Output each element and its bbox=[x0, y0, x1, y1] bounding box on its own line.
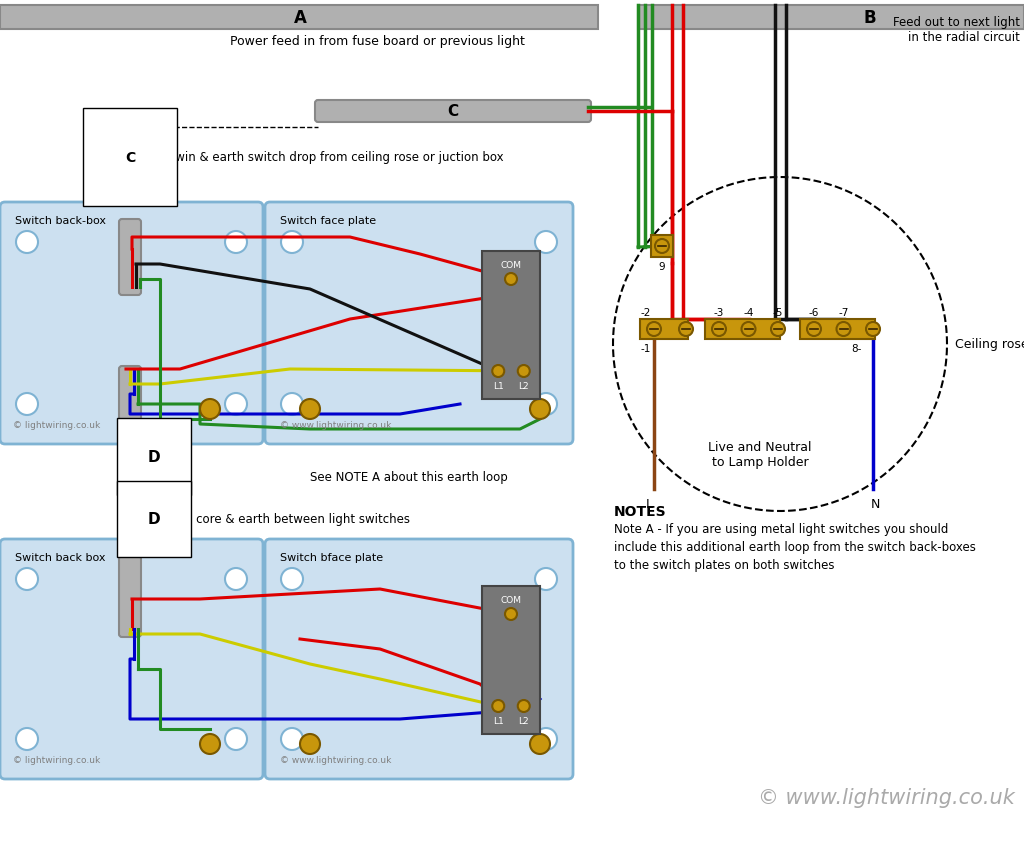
Text: Switch back box: Switch back box bbox=[15, 552, 105, 562]
Circle shape bbox=[837, 322, 851, 337]
Text: -5: -5 bbox=[773, 307, 783, 317]
Circle shape bbox=[300, 734, 321, 754]
Circle shape bbox=[225, 568, 247, 590]
Text: -1: -1 bbox=[641, 344, 651, 354]
Circle shape bbox=[16, 232, 38, 254]
FancyBboxPatch shape bbox=[119, 436, 141, 473]
Circle shape bbox=[712, 322, 726, 337]
Text: See NOTE A about this earth loop: See NOTE A about this earth loop bbox=[310, 471, 508, 484]
Text: -3: -3 bbox=[714, 307, 724, 317]
Bar bbox=[651, 235, 673, 257]
FancyBboxPatch shape bbox=[119, 366, 141, 442]
FancyBboxPatch shape bbox=[0, 203, 263, 445]
Text: © www.lightwiring.co.uk: © www.lightwiring.co.uk bbox=[758, 787, 1015, 807]
Circle shape bbox=[530, 734, 550, 754]
FancyBboxPatch shape bbox=[638, 6, 1024, 30]
Circle shape bbox=[200, 399, 220, 419]
Circle shape bbox=[655, 240, 669, 254]
Text: © www.lightwiring.co.uk: © www.lightwiring.co.uk bbox=[280, 755, 391, 764]
Text: Switch bface plate: Switch bface plate bbox=[280, 552, 383, 562]
Text: COM: COM bbox=[501, 261, 521, 270]
Circle shape bbox=[535, 728, 557, 750]
Text: -7: -7 bbox=[839, 307, 849, 317]
Text: © lightwiring.co.uk: © lightwiring.co.uk bbox=[13, 755, 100, 764]
Circle shape bbox=[16, 393, 38, 415]
Text: Power feed in from fuse board or previous light: Power feed in from fuse board or previou… bbox=[230, 35, 525, 48]
Text: Note A - If you are using metal light switches you should
include this additiona: Note A - If you are using metal light sw… bbox=[614, 522, 976, 571]
Text: L1: L1 bbox=[493, 717, 504, 725]
Circle shape bbox=[535, 232, 557, 254]
Circle shape bbox=[493, 365, 504, 377]
Text: COM: COM bbox=[501, 595, 521, 604]
Circle shape bbox=[741, 322, 756, 337]
Circle shape bbox=[505, 609, 517, 620]
Text: 8-: 8- bbox=[852, 344, 862, 354]
Circle shape bbox=[505, 273, 517, 285]
FancyBboxPatch shape bbox=[0, 539, 263, 779]
FancyBboxPatch shape bbox=[265, 539, 573, 779]
Text: A: A bbox=[294, 9, 306, 27]
FancyBboxPatch shape bbox=[0, 6, 598, 30]
Bar bbox=[482, 252, 540, 399]
Circle shape bbox=[771, 322, 785, 337]
Text: L1: L1 bbox=[493, 381, 504, 391]
Circle shape bbox=[679, 322, 693, 337]
Text: Twin & earth switch drop from ceiling rose or juction box: Twin & earth switch drop from ceiling ro… bbox=[170, 151, 504, 165]
Circle shape bbox=[866, 322, 880, 337]
Text: D: D bbox=[148, 450, 161, 464]
Text: 3 core & earth between light switches: 3 core & earth between light switches bbox=[185, 513, 410, 526]
Circle shape bbox=[518, 365, 529, 377]
Bar bbox=[640, 320, 688, 339]
Text: © lightwiring.co.uk: © lightwiring.co.uk bbox=[13, 420, 100, 430]
FancyBboxPatch shape bbox=[119, 556, 141, 637]
Text: NOTES: NOTES bbox=[614, 505, 667, 518]
Text: Live and Neutral
to Lamp Holder: Live and Neutral to Lamp Holder bbox=[709, 441, 812, 468]
Text: -4: -4 bbox=[743, 307, 754, 317]
Circle shape bbox=[493, 701, 504, 712]
Circle shape bbox=[16, 728, 38, 750]
Circle shape bbox=[225, 728, 247, 750]
Circle shape bbox=[535, 393, 557, 415]
Bar bbox=[482, 587, 540, 734]
Text: N: N bbox=[870, 497, 880, 511]
Text: Switch back-box: Switch back-box bbox=[15, 216, 106, 225]
FancyBboxPatch shape bbox=[315, 101, 591, 123]
Circle shape bbox=[300, 399, 321, 419]
Circle shape bbox=[281, 232, 303, 254]
Text: L2: L2 bbox=[518, 717, 529, 725]
Text: L2: L2 bbox=[518, 381, 529, 391]
Circle shape bbox=[225, 393, 247, 415]
Circle shape bbox=[535, 568, 557, 590]
Text: C: C bbox=[125, 151, 135, 165]
Text: © www.lightwiring.co.uk: © www.lightwiring.co.uk bbox=[280, 420, 391, 430]
Text: 9: 9 bbox=[658, 262, 666, 272]
Text: Feed out to next light
in the radial circuit: Feed out to next light in the radial cir… bbox=[893, 16, 1020, 44]
Text: D: D bbox=[148, 512, 161, 527]
Text: L: L bbox=[645, 497, 652, 511]
Bar bbox=[800, 320, 874, 339]
Text: -6: -6 bbox=[809, 307, 819, 317]
Circle shape bbox=[281, 393, 303, 415]
Text: -2: -2 bbox=[641, 307, 651, 317]
Circle shape bbox=[647, 322, 662, 337]
Circle shape bbox=[200, 734, 220, 754]
Circle shape bbox=[530, 399, 550, 419]
Circle shape bbox=[281, 728, 303, 750]
Text: B: B bbox=[863, 9, 877, 27]
FancyBboxPatch shape bbox=[265, 203, 573, 445]
Circle shape bbox=[281, 568, 303, 590]
Circle shape bbox=[225, 232, 247, 254]
Text: Switch face plate: Switch face plate bbox=[280, 216, 376, 225]
Circle shape bbox=[807, 322, 821, 337]
Text: C: C bbox=[447, 105, 459, 119]
Circle shape bbox=[518, 701, 529, 712]
Text: Ceiling rose: Ceiling rose bbox=[955, 338, 1024, 351]
Circle shape bbox=[16, 568, 38, 590]
Bar bbox=[705, 320, 780, 339]
FancyBboxPatch shape bbox=[119, 219, 141, 295]
